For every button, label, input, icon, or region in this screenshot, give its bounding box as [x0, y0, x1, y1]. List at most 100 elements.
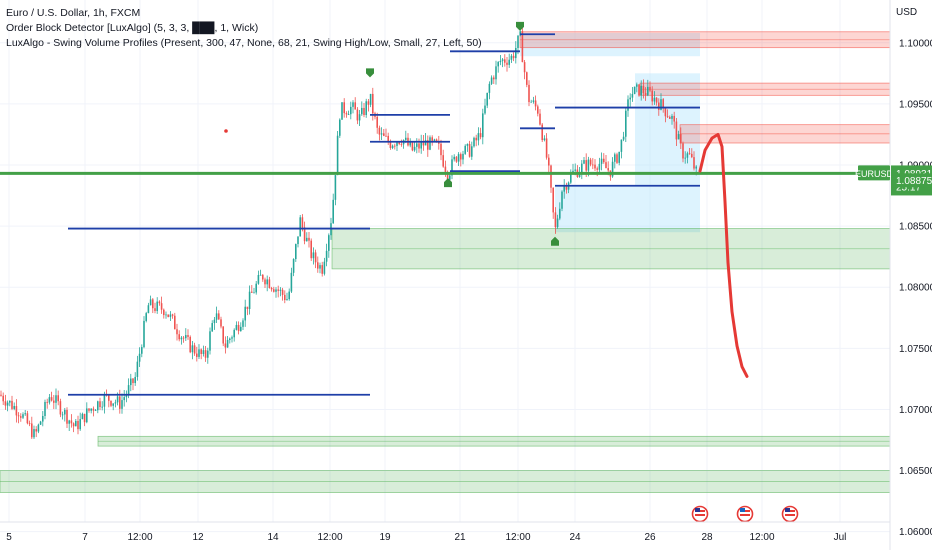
candle-body: [644, 93, 647, 96]
candle-body: [376, 116, 378, 128]
candle-body: [482, 113, 484, 138]
candle-body: [321, 265, 323, 274]
candle-body: [539, 113, 541, 125]
candle-body: [345, 113, 348, 115]
time-tick-label: 5: [6, 532, 12, 543]
candle-body: [295, 244, 297, 260]
candle-body: [471, 146, 473, 157]
candle-body: [286, 299, 288, 301]
candle-body: [323, 261, 326, 274]
candle-body: [427, 140, 429, 150]
candle-body: [299, 217, 301, 237]
symbol-title[interactable]: Euro / U.S. Dollar, 1h, FXCM: [6, 7, 141, 19]
indicator-swing-volume-profiles[interactable]: LuxAlgo - Swing Volume Profiles (Present…: [6, 37, 482, 49]
candle-body: [145, 313, 147, 321]
candle-body: [396, 142, 398, 146]
candle-body: [292, 259, 295, 273]
currency-label[interactable]: USD: [896, 7, 918, 18]
candle-body: [270, 287, 273, 290]
candle-body: [565, 185, 568, 190]
economic-event-icon[interactable]: [736, 505, 754, 523]
candle-body: [314, 252, 317, 263]
candle-body: [614, 154, 616, 162]
symbol-tag-label: EURUSD: [855, 169, 894, 179]
candle-body: [367, 101, 370, 105]
candle-body: [268, 279, 271, 288]
candle-body: [523, 62, 526, 73]
candle-body: [9, 400, 11, 403]
candle-body: [138, 353, 141, 362]
candle-body: [75, 420, 77, 427]
candle-body: [391, 145, 394, 148]
candle-body: [209, 331, 211, 351]
candle-body: [444, 166, 447, 172]
time-tick-label: 12: [192, 532, 204, 543]
candle-body: [462, 153, 464, 160]
candle-body: [666, 116, 669, 118]
time-tick-label: 28: [701, 532, 713, 543]
indicator-order-block[interactable]: Order Block Detector [LuxAlgo] (5, 3, 3,…: [6, 22, 259, 34]
candle-body: [552, 187, 554, 213]
candle-body: [134, 376, 136, 384]
candle-body: [110, 400, 112, 406]
candle-body: [6, 402, 9, 406]
candle-body: [534, 100, 537, 107]
candle-body: [86, 408, 88, 423]
candle-body: [127, 385, 130, 395]
candle-body: [554, 212, 557, 228]
candle-body: [70, 420, 73, 424]
candle-body: [35, 429, 37, 432]
candle-body: [594, 164, 596, 169]
candle-body: [618, 151, 620, 163]
candle-body: [501, 59, 504, 61]
low-price-label: 1.08875: [896, 176, 932, 187]
candle-body: [248, 291, 251, 309]
candle-body: [413, 146, 416, 151]
candle-body: [17, 415, 20, 417]
candle-body: [64, 409, 66, 415]
candle-body: [616, 154, 618, 163]
candle-body: [319, 265, 321, 269]
candle-body: [147, 305, 150, 314]
candle-body: [493, 77, 495, 80]
candle-body: [303, 227, 306, 242]
economic-event-icon[interactable]: [691, 505, 709, 523]
candle-body: [684, 157, 686, 159]
candle-body: [301, 217, 304, 228]
chart-legend: Euro / U.S. Dollar, 1h, FXCM Order Block…: [6, 6, 482, 51]
candle-body: [83, 413, 86, 423]
candle-body: [636, 84, 638, 87]
candle-body: [468, 143, 471, 157]
economic-event-icon[interactable]: [781, 505, 799, 523]
candle-body: [81, 413, 84, 420]
candle-body: [365, 101, 367, 116]
candle-body: [387, 135, 389, 143]
candle-body: [486, 92, 488, 106]
candle-body: [61, 414, 64, 416]
projection-drawing[interactable]: [698, 132, 749, 378]
event-icons-layer[interactable]: [691, 505, 799, 523]
candle-body: [68, 420, 70, 424]
time-tick-label: 26: [644, 532, 656, 543]
candle-body: [442, 155, 444, 167]
candle-body: [336, 135, 339, 176]
candle-body: [361, 107, 363, 115]
candle-body: [44, 401, 46, 417]
candle-body: [251, 291, 253, 293]
symbol-tag: [858, 165, 890, 181]
candle-body: [350, 106, 352, 115]
candle-body: [196, 353, 198, 357]
candle-body: [233, 329, 235, 338]
candle-body: [693, 157, 695, 169]
low-price-tag: [891, 173, 932, 188]
candle-body: [647, 86, 649, 96]
candle-body: [671, 115, 673, 119]
candle-body: [574, 169, 576, 171]
candle-body: [231, 337, 233, 339]
candle-body: [640, 85, 642, 96]
candle-body: [515, 48, 517, 59]
candle-body: [108, 394, 110, 401]
candle-body: [449, 175, 451, 180]
swing-high-marker: [366, 68, 374, 78]
